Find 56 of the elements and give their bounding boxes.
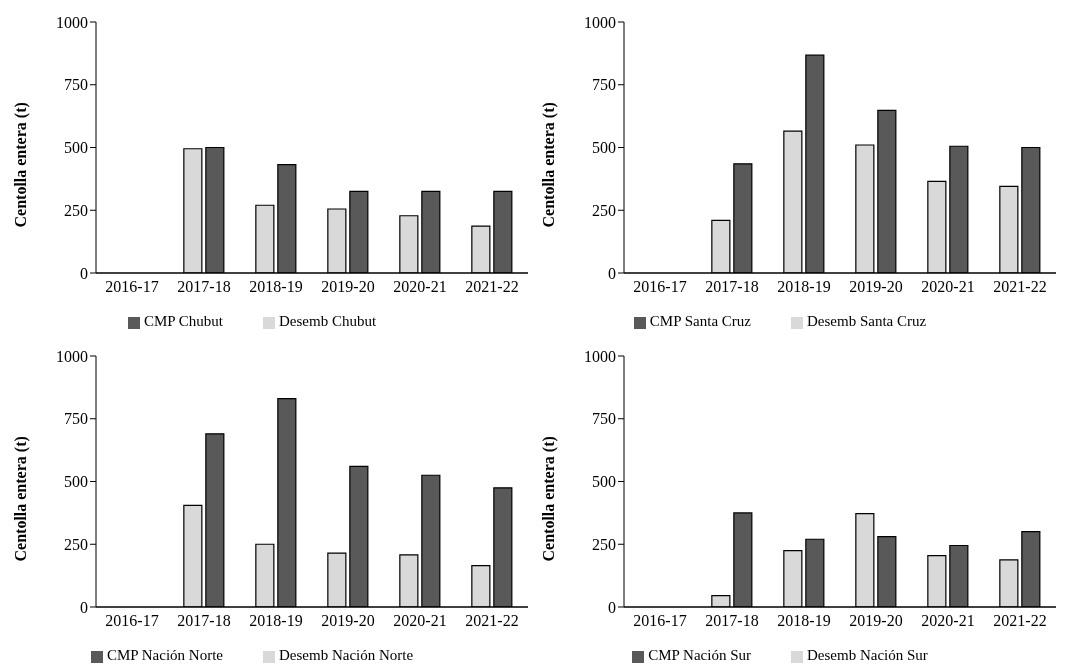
y-tick-label: 250 bbox=[592, 201, 616, 219]
x-tick-label: 2021-22 bbox=[465, 612, 519, 630]
y-tick-label: 1000 bbox=[584, 13, 616, 31]
x-tick-label: 2017-18 bbox=[705, 612, 759, 630]
legend-label: Desemb Nación Sur bbox=[806, 647, 928, 663]
y-axis-title: Centolla entera (t) bbox=[11, 102, 30, 228]
x-tick-label: 2016-17 bbox=[105, 278, 159, 296]
y-tick-label: 0 bbox=[608, 598, 616, 616]
x-tick-label: 2020-21 bbox=[921, 278, 975, 296]
y-tick-label: 250 bbox=[64, 201, 88, 219]
x-tick-label: 2016-17 bbox=[633, 612, 687, 630]
x-tick-label: 2018-19 bbox=[777, 278, 831, 296]
y-tick-label: 500 bbox=[64, 139, 88, 157]
x-tick-label: 2016-17 bbox=[633, 278, 687, 296]
x-tick-label: 2018-19 bbox=[249, 278, 303, 296]
legend-label: Desemb Chubut bbox=[278, 313, 377, 329]
y-tick-label: 750 bbox=[64, 410, 88, 428]
y-tick-label: 0 bbox=[608, 264, 616, 282]
y-tick-label: 0 bbox=[80, 264, 88, 282]
x-tick-label: 2018-19 bbox=[777, 612, 831, 630]
x-tick-label: 2020-21 bbox=[921, 612, 975, 630]
x-tick-label: 2017-18 bbox=[177, 278, 231, 296]
legend-label: CMP Chubut bbox=[143, 313, 223, 329]
legend-label: Desemb Nación Norte bbox=[278, 647, 414, 663]
x-tick-label: 2017-18 bbox=[705, 278, 759, 296]
y-tick-label: 1000 bbox=[584, 347, 616, 365]
x-tick-label: 2019-20 bbox=[321, 612, 375, 630]
x-tick-label: 2020-21 bbox=[393, 278, 447, 296]
y-axis-title: Centolla entera (t) bbox=[539, 436, 558, 562]
y-tick-label: 750 bbox=[64, 76, 88, 94]
legend-label: CMP Nación Sur bbox=[648, 647, 751, 663]
y-tick-label: 1000 bbox=[56, 13, 88, 31]
y-axis-title: Centolla entera (t) bbox=[539, 102, 558, 228]
x-tick-label: 2021-22 bbox=[993, 612, 1047, 630]
x-tick-label: 2021-22 bbox=[993, 278, 1047, 296]
x-tick-label: 2017-18 bbox=[177, 612, 231, 630]
y-tick-label: 750 bbox=[592, 410, 616, 428]
x-tick-label: 2016-17 bbox=[105, 612, 159, 630]
x-tick-label: 2018-19 bbox=[249, 612, 303, 630]
y-tick-label: 250 bbox=[592, 535, 616, 553]
y-tick-label: 500 bbox=[592, 139, 616, 157]
x-tick-label: 2019-20 bbox=[849, 612, 903, 630]
y-axis-title: Centolla entera (t) bbox=[11, 436, 30, 562]
x-tick-label: 2019-20 bbox=[849, 278, 903, 296]
y-tick-label: 0 bbox=[80, 598, 88, 616]
x-tick-label: 2020-21 bbox=[393, 612, 447, 630]
y-tick-label: 500 bbox=[64, 473, 88, 491]
y-tick-label: 500 bbox=[592, 473, 616, 491]
y-tick-label: 750 bbox=[592, 76, 616, 94]
legend-label: CMP Nación Norte bbox=[106, 647, 223, 663]
x-tick-label: 2019-20 bbox=[321, 278, 375, 296]
y-tick-label: 250 bbox=[64, 535, 88, 553]
legend-label: CMP Santa Cruz bbox=[649, 313, 751, 329]
y-tick-label: 1000 bbox=[56, 347, 88, 365]
x-tick-label: 2021-22 bbox=[465, 278, 519, 296]
legend-label: Desemb Santa Cruz bbox=[806, 313, 927, 329]
